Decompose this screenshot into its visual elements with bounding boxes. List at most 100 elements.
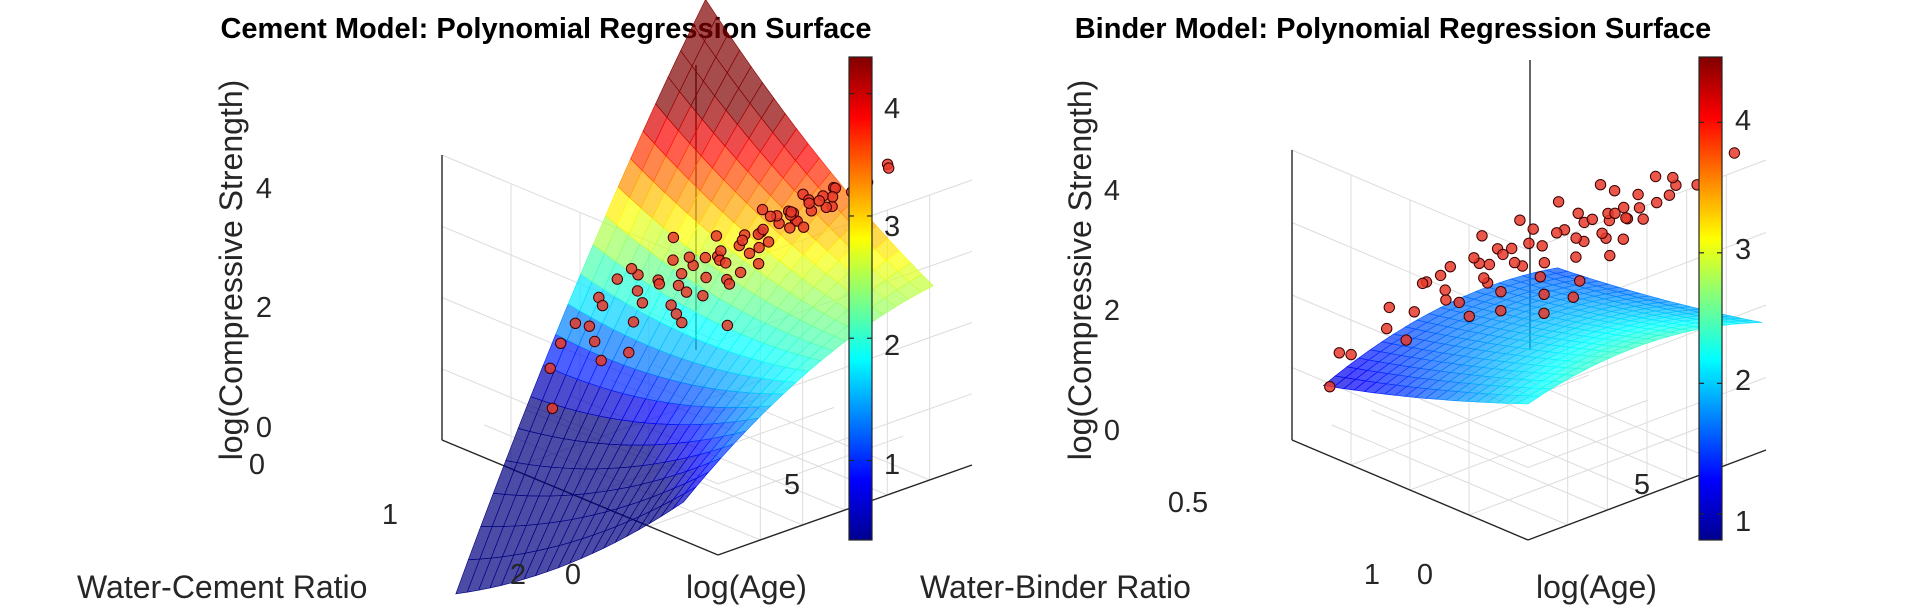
scatter-point (1497, 248, 1509, 261)
scatter-point (596, 299, 609, 312)
scatter-point (752, 258, 765, 270)
scatter-point (1381, 322, 1393, 335)
scatter-point (753, 241, 765, 254)
binder-ytick: 0 (1417, 559, 1433, 591)
scatter-point (1440, 294, 1452, 306)
scatter-point (683, 251, 696, 263)
binder-zlabel: log(Compressive Strength) (1062, 80, 1098, 461)
scatter-point (1534, 271, 1547, 283)
scatter-point (1728, 147, 1741, 159)
binder-cbar-tick: 2 (1735, 365, 1751, 397)
binder-chart-title: Binder Model: Polynomial Regression Surf… (1075, 13, 1712, 45)
grid-line (1291, 439, 1767, 541)
scatter-point (1586, 213, 1599, 226)
y-axis-line (717, 464, 973, 556)
scatter-point (555, 337, 567, 349)
binder-xtick: 0.5 (1168, 487, 1208, 519)
scatter-point (623, 346, 635, 359)
scatter-point (710, 230, 723, 242)
scatter-point (636, 297, 649, 309)
scatter-point (1478, 272, 1490, 284)
scatter-point (672, 279, 685, 292)
scatter-point (1527, 223, 1539, 235)
cement-ztick: 4 (256, 173, 272, 205)
scatter-point (595, 354, 607, 367)
cement-zlabel: log(Compressive Strength) (213, 80, 249, 461)
scatter-point (676, 316, 688, 329)
scatter-point (1495, 305, 1507, 317)
scatter-point (1506, 242, 1518, 255)
scatter-point (721, 319, 734, 332)
cement-cbar-tick: 3 (884, 211, 900, 243)
scatter-point (680, 286, 693, 298)
cement-xtick: 1 (382, 499, 398, 531)
scatter-point (720, 257, 732, 269)
scatter-point (1609, 207, 1621, 220)
scatter-point (700, 271, 712, 284)
binder-ztick: 4 (1104, 175, 1120, 207)
scatter-point (764, 210, 777, 223)
scatter-point (546, 402, 559, 414)
scatter-point (1444, 261, 1457, 273)
binder-scatter (1324, 147, 1741, 393)
binder-xlabel: Water-Binder Ratio (920, 569, 1191, 605)
scatter-point (589, 335, 601, 348)
grid-line (1291, 149, 1767, 251)
surface-patch (1740, 320, 1763, 324)
scatter-point (743, 247, 756, 260)
scatter-point (611, 273, 623, 285)
scatter-point (1383, 301, 1396, 314)
scatter-point (1663, 189, 1676, 201)
scatter-point (820, 201, 832, 214)
scatter-point (756, 203, 769, 216)
scatter-point (1567, 291, 1580, 303)
scatter-point (1570, 232, 1582, 244)
scatter-point (1508, 256, 1521, 269)
scatter-point (583, 320, 596, 332)
scatter-point (826, 191, 839, 203)
scatter-point (784, 222, 796, 234)
scatter-point (1345, 348, 1357, 361)
scatter-point (1604, 249, 1616, 262)
scatter-point (1538, 307, 1550, 319)
scatter-point (1617, 233, 1630, 245)
scatter-point (697, 290, 709, 302)
scatter-point (1632, 188, 1644, 201)
scatter-point (653, 278, 665, 290)
scatter-point (1514, 214, 1526, 226)
scatter-point (670, 308, 683, 320)
cement-chart-title: Cement Model: Polynomial Regression Surf… (220, 13, 871, 45)
binder-chart: Binder Model: Polynomial Regression Surf… (920, 13, 1767, 605)
scatter-point (699, 251, 712, 264)
scatter-point (734, 266, 747, 279)
scatter-point (1538, 288, 1550, 300)
binder-ztick: 0 (1104, 415, 1120, 447)
cement-chart: Cement Model: Polynomial Regression Surf… (77, 0, 973, 605)
scatter-point (1463, 310, 1476, 322)
y-axis-line (1527, 449, 1767, 541)
cement-surface (455, 0, 934, 595)
scatter-point (1453, 296, 1465, 309)
scatter-point (1476, 230, 1488, 242)
scatter-point (1572, 207, 1584, 220)
binder-ytick: 5 (1634, 469, 1650, 501)
binder-xtick: 1 (1364, 559, 1380, 591)
scatter-point (1523, 237, 1535, 250)
scatter-point (1552, 196, 1565, 208)
scatter-point (1570, 251, 1582, 263)
scatter-point (1651, 196, 1663, 209)
x-axis-line (1291, 439, 1529, 541)
scatter-point (1439, 284, 1451, 296)
scatter-point (1551, 227, 1563, 239)
cement-ztick: 0 (256, 412, 272, 444)
scatter-point (736, 234, 749, 247)
cement-xlabel: Water-Cement Ratio (77, 569, 367, 605)
scatter-point (1574, 275, 1586, 287)
scatter-point (1594, 179, 1607, 191)
cement-colorbar: 4 3 2 1 (848, 56, 900, 541)
scatter-point (757, 223, 769, 236)
scatter-point (723, 278, 736, 290)
scatter-point (1637, 213, 1649, 225)
scatter-point (569, 317, 582, 329)
